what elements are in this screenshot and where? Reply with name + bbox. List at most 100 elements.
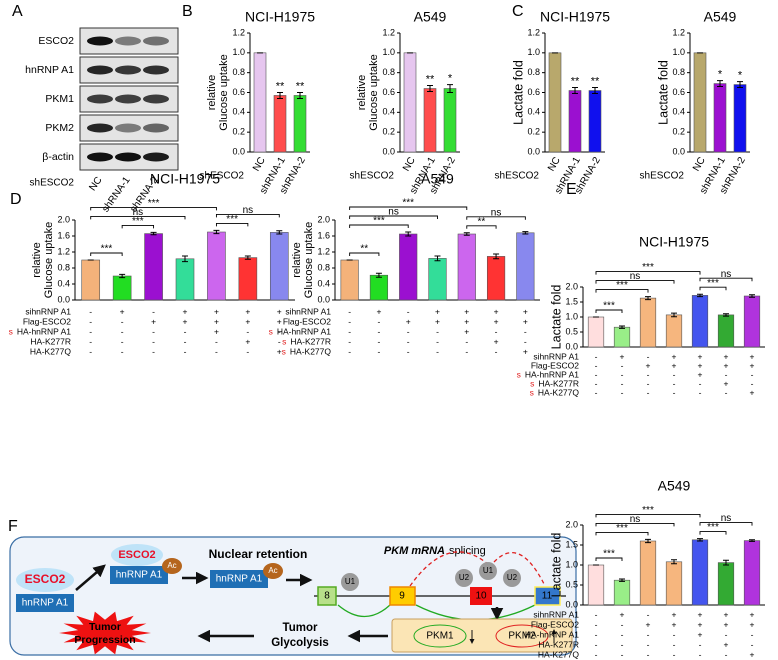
condition-mark: + bbox=[724, 351, 729, 361]
y-tick-label: 1.0 bbox=[672, 47, 685, 57]
panel-label: E bbox=[566, 181, 577, 198]
blot-band bbox=[87, 36, 113, 46]
condition-mark: - bbox=[246, 346, 249, 356]
blot-group-label: shESCO2 bbox=[30, 178, 75, 189]
y-axis-label: Glucose uptake bbox=[303, 222, 315, 298]
condition-mark: - bbox=[152, 326, 155, 336]
error-bar bbox=[522, 231, 529, 235]
condition-prefix: s bbox=[282, 336, 286, 346]
comparison-label: *** bbox=[707, 522, 719, 533]
y-tick-label: 0.2 bbox=[527, 127, 540, 137]
bar bbox=[369, 274, 389, 301]
comparison-bracket bbox=[466, 225, 497, 229]
bar bbox=[587, 316, 605, 348]
condition-mark: + bbox=[523, 316, 528, 326]
error-bar bbox=[592, 87, 598, 94]
arrow bbox=[75, 564, 106, 591]
comparison-bracket bbox=[595, 513, 701, 518]
condition-mark: + bbox=[183, 316, 188, 326]
condition-mark: - bbox=[751, 378, 754, 388]
comparison-label: *** bbox=[402, 198, 414, 209]
bar bbox=[340, 259, 359, 301]
condition-name: HA-K277Q bbox=[290, 346, 331, 356]
blot-band bbox=[115, 36, 141, 46]
chart-title: A549 bbox=[658, 478, 691, 494]
condition-mark: + bbox=[464, 326, 469, 336]
y-tick-label: 0.5 bbox=[565, 326, 578, 336]
y-axis-label: Lactate fold bbox=[549, 533, 563, 598]
condition-prefix: s bbox=[9, 326, 13, 336]
condition-mark: - bbox=[699, 649, 702, 659]
condition-mark: - bbox=[152, 306, 155, 316]
condition-mark: + bbox=[214, 316, 219, 326]
comparison-label: *** bbox=[373, 216, 385, 227]
condition-mark: - bbox=[595, 351, 598, 361]
blot-band bbox=[87, 94, 113, 104]
condition-mark: + bbox=[672, 351, 677, 361]
y-tick-label: 0.0 bbox=[232, 146, 245, 156]
snrnp-label: U1 bbox=[345, 577, 356, 586]
condition-mark: + bbox=[750, 351, 755, 361]
condition-name: HA-K277Q bbox=[30, 346, 71, 356]
bar bbox=[144, 233, 163, 301]
exon bbox=[389, 586, 416, 606]
bar bbox=[717, 562, 735, 606]
y-tick-label: 1.0 bbox=[565, 311, 578, 321]
group-label: shESCO2 bbox=[350, 171, 395, 182]
significance-label: ** bbox=[296, 80, 305, 92]
y-tick-label: 2.0 bbox=[565, 519, 578, 529]
comparison-bracket bbox=[595, 280, 675, 284]
condition-name: sihnRNP A1 bbox=[285, 306, 331, 316]
error-bar bbox=[645, 296, 651, 301]
condition-mark: + bbox=[494, 336, 499, 346]
x-tick-label: NC bbox=[251, 155, 268, 173]
condition-mark: - bbox=[278, 326, 281, 336]
bar bbox=[443, 88, 457, 153]
condition-mark: - bbox=[121, 336, 124, 346]
condition-mark: - bbox=[621, 378, 624, 388]
snrnp-label: U1 bbox=[483, 566, 494, 575]
bar bbox=[486, 256, 506, 301]
comparison-bracket bbox=[595, 531, 649, 536]
acetyl-shape bbox=[263, 563, 283, 579]
condition-prefix: s bbox=[530, 387, 534, 397]
bar bbox=[665, 561, 683, 606]
bar bbox=[516, 232, 535, 301]
error-bar bbox=[150, 231, 157, 236]
bar bbox=[693, 52, 707, 153]
condition-mark: - bbox=[673, 387, 676, 397]
condition-mark: + bbox=[245, 306, 250, 316]
condition-mark: + bbox=[406, 316, 411, 326]
condition-name: HA-K277R bbox=[290, 336, 331, 346]
blot-band bbox=[143, 123, 169, 133]
y-tick-label: 1.0 bbox=[232, 47, 245, 57]
condition-name: sihnRNP A1 bbox=[533, 609, 579, 619]
condition-name: Flag-ESCO2 bbox=[283, 316, 331, 326]
y-axis-label: Glucose uptake bbox=[218, 54, 230, 130]
comparison-label: *** bbox=[616, 280, 628, 291]
y-tick-label: 0.4 bbox=[57, 278, 70, 288]
condition-mark: + bbox=[494, 306, 499, 316]
condition-mark: - bbox=[246, 326, 249, 336]
bar bbox=[691, 539, 709, 606]
condition-mark: - bbox=[725, 387, 728, 397]
y-axis-label: Lactate fold bbox=[549, 285, 563, 350]
chart-title: NCI-H1975 bbox=[150, 171, 220, 187]
condition-mark: + bbox=[750, 609, 755, 619]
condition-mark: - bbox=[121, 316, 124, 326]
panel-label: A bbox=[12, 3, 23, 20]
esco2-shape bbox=[111, 544, 163, 566]
y-tick-label: 0.2 bbox=[672, 127, 685, 137]
y-tick-label: 0.2 bbox=[232, 127, 245, 137]
condition-prefix: s bbox=[282, 346, 286, 356]
significance-label: * bbox=[738, 69, 743, 81]
panel-label: B bbox=[182, 3, 193, 20]
comparison-bracket bbox=[349, 206, 468, 210]
comparison-bracket bbox=[215, 213, 280, 218]
bar bbox=[639, 297, 657, 348]
condition-mark: + bbox=[464, 306, 469, 316]
blot-band bbox=[115, 65, 141, 75]
star bbox=[59, 611, 151, 655]
bar bbox=[423, 88, 437, 153]
blot-row-label: PKM1 bbox=[45, 93, 74, 105]
